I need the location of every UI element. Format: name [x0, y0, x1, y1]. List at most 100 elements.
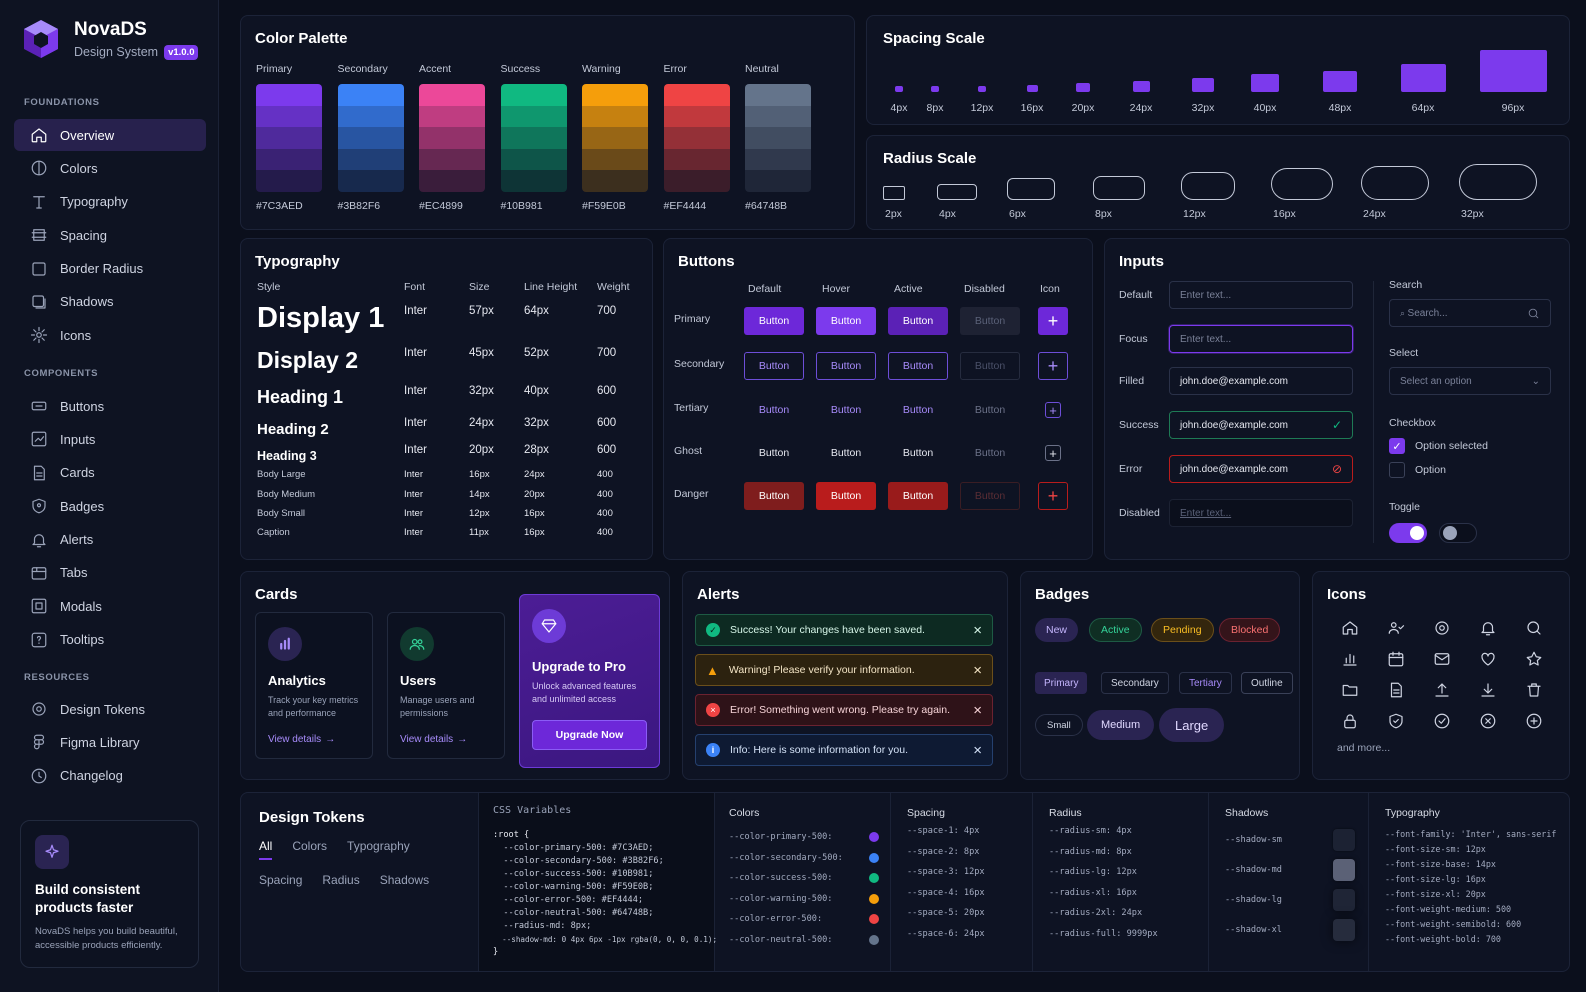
danger-button-active[interactable]: Button [888, 482, 948, 510]
primary-button-hover[interactable]: Button [816, 307, 876, 335]
sidebar-item-typography[interactable]: Typography [14, 186, 206, 218]
sidebar-item-overview[interactable]: Overview [14, 119, 206, 151]
tab-spacing[interactable]: Spacing [259, 873, 303, 887]
arrow-right-icon: → [457, 734, 468, 745]
color-token-row: --color-error-500: [729, 909, 879, 930]
promo-card[interactable]: Build consistent products faster NovaDS … [20, 820, 199, 968]
color-swatch[interactable] [256, 84, 322, 192]
color-swatch[interactable] [337, 84, 404, 192]
close-icon[interactable]: × [973, 621, 982, 639]
sidebar-item-figma-library[interactable]: Figma Library [14, 726, 206, 758]
input-field-default[interactable]: Enter text... [1169, 281, 1353, 309]
sidebar-item-colors[interactable]: Colors [14, 152, 206, 184]
typography-panel: Typography Style Font Size Line Height W… [240, 238, 653, 560]
color-token-name: --color-success-500: [729, 873, 833, 884]
color-swatch[interactable] [500, 84, 567, 192]
panel-title: Design Tokens [259, 809, 365, 826]
ghost-button-hover[interactable]: Button [830, 447, 862, 459]
tab-typography[interactable]: Typography [347, 839, 410, 853]
ghost-icon-button[interactable]: + [1045, 445, 1061, 461]
secondary-button-hover[interactable]: Button [816, 352, 876, 380]
sidebar-item-cards[interactable]: Cards [14, 457, 206, 489]
color-swatch[interactable] [663, 84, 730, 192]
css-line: --color-secondary-500: #3B82F6; [493, 856, 664, 866]
brand[interactable]: NovaDS Design System v1.0.0 [20, 18, 199, 60]
palette-name: Primary [256, 63, 293, 75]
checkbox-unchecked[interactable]: Option [1389, 462, 1446, 478]
input-label-error: Error [1119, 463, 1143, 475]
sidebar-item-inputs[interactable]: Inputs [14, 423, 206, 455]
toggle-off[interactable] [1439, 523, 1477, 543]
danger-button-hover[interactable]: Button [816, 482, 876, 510]
type-weight: 400 [597, 469, 613, 480]
tab-shadows[interactable]: Shadows [379, 873, 430, 887]
tertiary-button-active[interactable]: Button [902, 404, 934, 416]
input-field-error[interactable]: john.doe@example.com ⊘ [1169, 455, 1353, 483]
color-swatch[interactable] [419, 84, 485, 192]
sidebar-item-changelog[interactable]: Changelog [14, 760, 206, 792]
sidebar-item-design-tokens[interactable]: Design Tokens [14, 693, 206, 725]
sidebar-item-border-radius[interactable]: Border Radius [14, 253, 206, 285]
tab-radius[interactable]: Radius [322, 873, 360, 887]
primary-icon-button[interactable]: + [1038, 307, 1068, 335]
primary-button-default[interactable]: Button [744, 307, 804, 335]
x-circle-icon [1465, 705, 1511, 736]
select-dropdown[interactable]: Select an option ⌄ [1389, 367, 1551, 395]
token-icon [32, 702, 46, 716]
toggle-on[interactable] [1389, 523, 1427, 543]
spacing-label: 20px [1071, 102, 1095, 114]
sidebar-item-shadows[interactable]: Shadows [14, 286, 206, 318]
css-line: --color-warning-500: #F59E0B; [493, 882, 654, 892]
secondary-icon-button[interactable]: + [1038, 352, 1068, 380]
badge-icon [32, 498, 46, 514]
close-icon[interactable]: × [973, 661, 982, 679]
view-details-link[interactable]: View details → [268, 734, 336, 745]
sidebar-item-badges[interactable]: Badges [14, 490, 206, 522]
tertiary-icon-button[interactable]: + [1045, 402, 1061, 418]
radius-label: 32px [1461, 208, 1484, 220]
type-size: 57px [469, 305, 494, 317]
col-header-font: Font [404, 281, 426, 293]
pro-card[interactable]: Upgrade to Pro Unlock advanced features … [519, 594, 660, 768]
sidebar-item-label: Shadows [60, 294, 114, 310]
ghost-button-default[interactable]: Button [758, 447, 790, 459]
tertiary-button-hover[interactable]: Button [830, 404, 862, 416]
sidebar-item-modals[interactable]: Modals [14, 590, 206, 622]
type-icon [33, 195, 45, 209]
tab-all[interactable]: All [259, 839, 273, 860]
ghost-button-active[interactable]: Button [902, 447, 934, 459]
sidebar-item-alerts[interactable]: Alerts [14, 524, 206, 556]
tertiary-button-default[interactable]: Button [758, 404, 790, 416]
sidebar-item-tabs[interactable]: Tabs [14, 557, 206, 589]
spacing-label: 32px [1191, 102, 1215, 114]
badge-secondary: Secondary [1101, 672, 1169, 694]
color-swatch[interactable] [745, 84, 811, 192]
home-icon [1327, 612, 1373, 643]
search-input[interactable]: ⌕ Search... [1389, 299, 1551, 327]
secondary-button-active[interactable]: Button [888, 352, 948, 380]
upgrade-button[interactable]: Upgrade Now [532, 720, 647, 750]
tab-colors[interactable]: Colors [292, 839, 328, 853]
view-details-link[interactable]: View details → [400, 734, 468, 745]
close-icon[interactable]: × [973, 701, 982, 719]
sidebar-item-spacing[interactable]: Spacing [14, 219, 206, 251]
checkbox-checked[interactable]: ✓ Option selected [1389, 438, 1488, 454]
close-icon[interactable]: × [973, 741, 982, 759]
primary-button-active[interactable]: Button [888, 307, 948, 335]
type-weight: 700 [597, 305, 617, 317]
shadow-token-row: --shadow-md [1225, 855, 1355, 885]
color-swatch[interactable] [582, 84, 648, 192]
users-card[interactable]: Users Manage users and permissions View … [387, 612, 505, 759]
input-field-focus[interactable]: Enter text... [1169, 325, 1353, 353]
sidebar-item-icons[interactable]: Icons [14, 319, 206, 351]
sidebar-item-tooltips[interactable]: Tooltips [14, 624, 206, 656]
input-field-filled[interactable]: john.doe@example.com [1169, 367, 1353, 395]
analytics-card[interactable]: Analytics Track your key metrics and per… [255, 612, 373, 759]
input-field-success[interactable]: john.doe@example.com ✓ [1169, 411, 1353, 439]
danger-button-default[interactable]: Button [744, 482, 804, 510]
color-token-dot [869, 852, 879, 863]
type-font: Inter [404, 469, 424, 480]
secondary-button-default[interactable]: Button [744, 352, 804, 380]
sidebar-item-buttons[interactable]: Buttons [14, 390, 206, 422]
danger-icon-button[interactable]: + [1038, 482, 1068, 510]
